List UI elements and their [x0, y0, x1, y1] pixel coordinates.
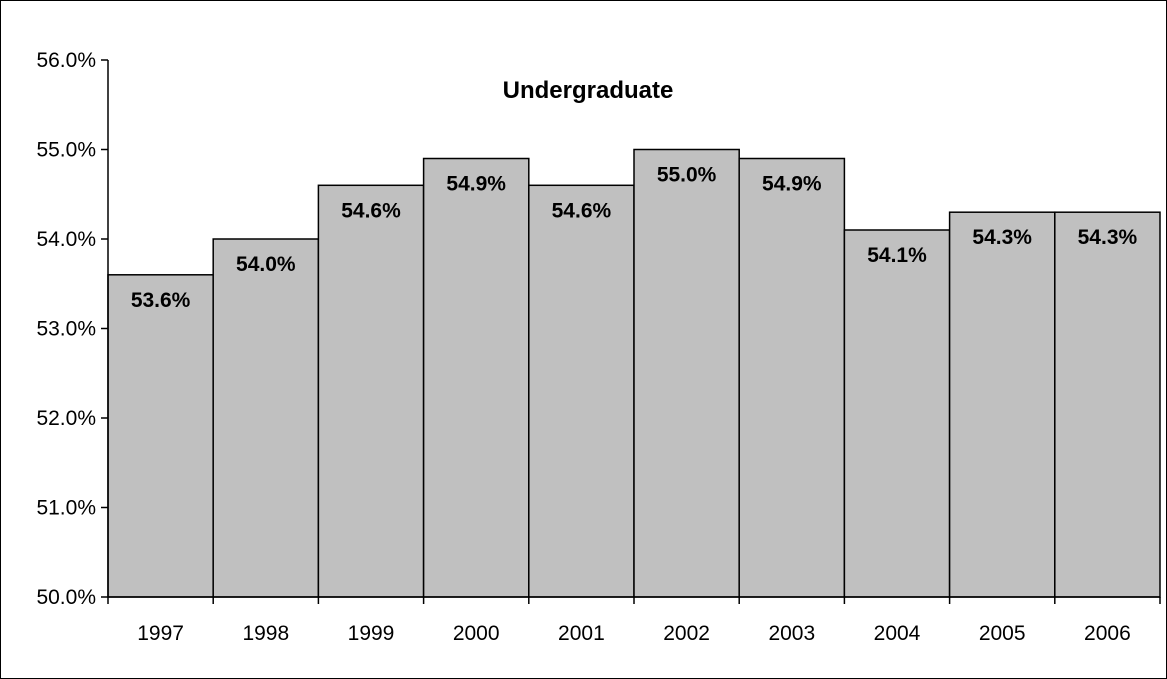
data-label-2004: 54.1% [867, 244, 927, 267]
x-tick-label-2005: 2005 [979, 622, 1026, 645]
bar-1999 [317, 184, 425, 598]
bar-2003 [738, 157, 846, 598]
y-tick-label: 55.0% [36, 139, 96, 162]
y-tick-label: 56.0% [36, 49, 96, 72]
x-tick-label-2006: 2006 [1084, 622, 1131, 645]
bar-1998 [212, 238, 320, 598]
x-tick-label-1997: 1997 [137, 622, 184, 645]
bar-2006 [1054, 211, 1161, 598]
y-axis: 50.0% 51.0% 52.0% 53.0% 54.0% 55.0% 56.0% [36, 49, 109, 609]
bar-2004 [843, 229, 951, 598]
bar-2002 [633, 148, 740, 598]
bar-2005 [948, 211, 1056, 598]
x-tick-label-1999: 1999 [348, 622, 395, 645]
y-tick-label: 52.0% [36, 407, 96, 430]
bar-2001 [528, 184, 635, 598]
x-tick-label-2000: 2000 [453, 622, 500, 645]
bar-1997 [107, 274, 214, 598]
data-label-1999: 54.6% [341, 199, 401, 222]
chart-title: Undergraduate [503, 77, 674, 104]
y-tick-label: 53.0% [36, 318, 96, 341]
x-tick-label-2002: 2002 [663, 622, 710, 645]
data-label-2006: 54.3% [1078, 226, 1138, 249]
data-label-2003: 54.9% [762, 173, 822, 196]
data-labels-group: 53.6% 54.0% 54.6% 54.9% 54.6% 55.0% 54.9% 54.1%… [131, 164, 1138, 312]
data-label-2000: 54.9% [446, 173, 506, 196]
bar-2000 [422, 157, 530, 598]
data-label-2005: 54.3% [972, 226, 1032, 249]
y-tick-label: 54.0% [36, 228, 96, 251]
x-tick-label-2004: 2004 [874, 622, 921, 645]
data-label-2001: 54.6% [552, 199, 612, 222]
x-tick-label-1998: 1998 [242, 622, 289, 645]
x-tick-label-2001: 2001 [558, 622, 605, 645]
data-label-2002: 55.0% [657, 164, 717, 187]
data-label-1998: 54.0% [236, 253, 296, 276]
y-tick-label: 50.0% [36, 586, 96, 609]
x-tick-label-2003: 2003 [768, 622, 815, 645]
bars-group [107, 148, 1161, 598]
y-tick-label: 51.0% [36, 497, 96, 520]
data-label-1997: 53.6% [131, 289, 191, 312]
x-axis: 1997 1998 1999 2000 2001 2002 2003 2004 2005 2006 [107, 596, 1161, 645]
